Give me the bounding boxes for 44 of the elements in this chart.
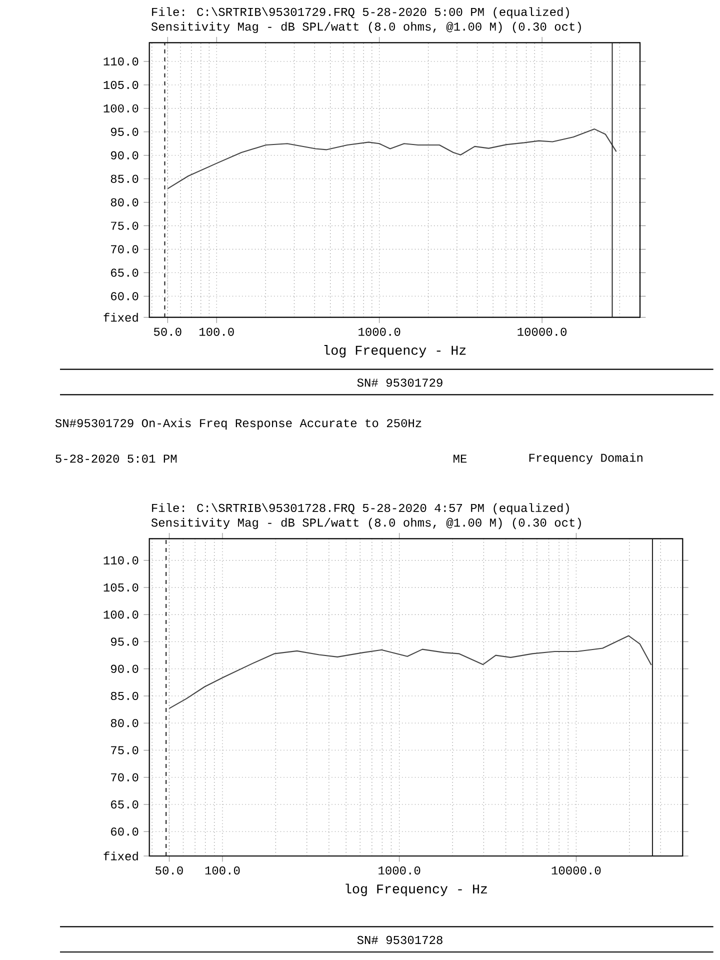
y-tick-label: 110.0	[104, 556, 138, 564]
x-tick-label: 1000.0	[358, 328, 400, 336]
y-tick-label: 70.0	[111, 245, 138, 254]
x-axis-title: log Frequency - Hz	[324, 345, 466, 358]
x-axis-title: log Frequency - Hz	[346, 884, 487, 896]
y-tick-label: 90.0	[110, 664, 138, 673]
y-tick-label: 100.0	[104, 104, 138, 112]
chart-title: File: C:\SRTRIB\95301729.FRQ 5-28-2020 5:00 PM (equalized)	[152, 7, 569, 18]
x-tick-label: 100.0	[205, 866, 240, 875]
x-tick-label: 50.0	[156, 866, 183, 875]
y-tick-label: fixed	[104, 312, 138, 322]
text: Frequency Domain	[529, 453, 642, 464]
text: SN# 95301729	[357, 378, 442, 387]
y-tick-label: 75.0	[111, 746, 138, 754]
x-tick-label: 1000.0	[378, 866, 420, 875]
y-tick-label: 85.0	[110, 174, 138, 183]
chart-subtitle: Sensitivity Mag - dB SPL/watt (8.0 ohms, @1.00 M) (0.30 oct)	[151, 518, 581, 530]
x-tick-label: 50.0	[154, 328, 182, 336]
y-tick-label: 105.0	[104, 80, 138, 89]
text: 5-28-2020 5:01 PM	[56, 454, 177, 463]
y-tick-label: 95.0	[110, 638, 138, 646]
y-tick-label: 90.0	[110, 151, 138, 160]
y-tick-label: 105.0	[104, 583, 138, 592]
y-tick-label: 65.0	[111, 268, 138, 277]
y-tick-label: 95.0	[110, 128, 138, 136]
y-tick-label: 100.0	[104, 610, 138, 619]
y-tick-label: 80.0	[110, 198, 138, 206]
y-tick-label: fixed	[104, 852, 138, 860]
y-tick-label: 80.0	[110, 719, 138, 728]
x-tick-label: 100.0	[199, 328, 234, 336]
chart-subtitle: Sensitivity Mag - dB SPL/watt (8.0 ohms, @1.00 M) (0.30 oct)	[151, 22, 581, 34]
y-tick-label: 85.0	[110, 692, 138, 700]
x-tick-label: 10000.0	[518, 328, 566, 336]
y-tick-label: 65.0	[111, 800, 138, 809]
y-tick-label: 70.0	[111, 773, 138, 782]
text: ME	[454, 454, 467, 463]
y-tick-label: 60.0	[111, 292, 138, 300]
text: SN# 95301728	[357, 936, 442, 944]
chart-title: File: C:\SRTRIB\95301728.FRQ 5-28-2020 4:57 PM (equalized)	[152, 503, 569, 514]
y-tick-label: 110.0	[104, 57, 138, 66]
y-tick-label: 60.0	[111, 828, 138, 836]
y-tick-label: 75.0	[111, 222, 138, 230]
x-tick-label: 10000.0	[552, 866, 601, 875]
text: SN#95301729 On-Axis Freq Response Accurate to 250Hz	[55, 418, 422, 430]
